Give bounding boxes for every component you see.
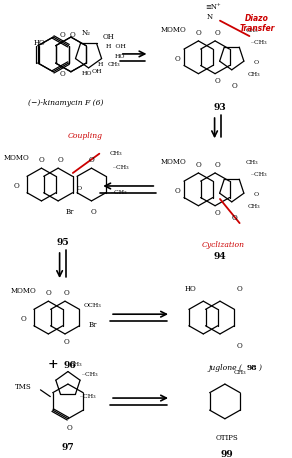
Text: O: O [88,157,94,164]
Text: 94: 94 [214,252,226,262]
Text: O: O [70,31,76,39]
Text: Coupling: Coupling [68,132,103,140]
Text: O: O [175,187,181,195]
Text: 93: 93 [214,103,226,112]
Text: Diazo: Diazo [245,14,269,23]
Text: CH₃: CH₃ [248,204,261,209]
Text: 98: 98 [246,364,257,372]
Text: O: O [237,343,242,350]
Text: CH₃: CH₃ [233,370,246,375]
Text: OTIPS: OTIPS [215,434,238,442]
Text: Br: Br [88,321,97,329]
Text: ··CH₃: ··CH₃ [251,172,267,177]
Text: ): ) [258,364,261,372]
Text: O: O [46,289,51,297]
Text: O: O [64,289,70,297]
Text: O: O [196,161,201,169]
Text: O: O [196,29,201,37]
Text: CH₃: CH₃ [108,61,120,66]
Text: ··CH₃: ··CH₃ [81,372,98,377]
Text: ··CH₃: ··CH₃ [113,165,129,169]
Text: O: O [214,77,220,85]
Text: CH₃: CH₃ [246,160,259,165]
Text: H  OH: H OH [106,44,126,49]
Text: O: O [214,209,220,218]
Text: 97: 97 [62,443,74,452]
Text: HO: HO [185,284,197,293]
Text: HO: HO [81,71,92,76]
Text: MOMO: MOMO [161,158,187,166]
Text: juglone (: juglone ( [208,364,242,372]
Text: O: O [59,31,65,39]
Text: MOMO: MOMO [11,287,37,294]
Text: O: O [175,55,181,63]
Text: O: O [254,60,259,65]
Text: O: O [232,82,238,90]
Text: CH₃: CH₃ [110,151,122,156]
Text: O: O [14,182,20,191]
Text: 96: 96 [64,361,76,370]
Text: O: O [67,425,73,432]
Text: TMS: TMS [15,383,32,391]
Text: 99: 99 [220,450,233,458]
Text: O: O [232,214,238,222]
Text: Br: Br [66,207,74,216]
Text: MOMO: MOMO [4,153,30,162]
Text: +: + [48,358,59,371]
Text: CH₃: CH₃ [69,362,82,367]
Text: O: O [39,157,44,164]
Text: H: H [98,61,103,66]
Text: HO: HO [115,54,125,59]
Text: O: O [64,338,70,346]
Text: O: O [237,284,242,293]
Text: 95: 95 [57,238,69,247]
Text: O: O [91,207,96,216]
Text: CH₃: CH₃ [248,72,261,77]
Text: O: O [76,186,81,191]
Text: O: O [214,161,220,169]
Text: O: O [57,157,63,164]
Text: Cyclization: Cyclization [201,241,244,249]
Text: ··CH₃: ··CH₃ [111,190,127,195]
Text: HO: HO [33,39,45,47]
Text: ··CH₃: ··CH₃ [251,40,267,45]
Text: CH₃: CH₃ [246,28,259,33]
Text: (−)-kinamycin F (6): (−)-kinamycin F (6) [28,98,104,107]
Text: Transfer: Transfer [239,24,275,33]
Text: MOMO: MOMO [161,26,187,34]
Text: O: O [21,316,27,323]
Text: N: N [207,13,213,21]
Text: O: O [254,192,259,196]
Text: O: O [214,29,220,37]
Text: OH: OH [91,69,102,74]
Text: N₂: N₂ [82,29,91,37]
Text: ≡N⁺: ≡N⁺ [205,3,221,11]
Text: OH: OH [102,33,114,41]
Text: O: O [59,70,65,78]
Text: ··CH₃: ··CH₃ [79,394,96,399]
Text: OCH₃: OCH₃ [84,304,101,309]
